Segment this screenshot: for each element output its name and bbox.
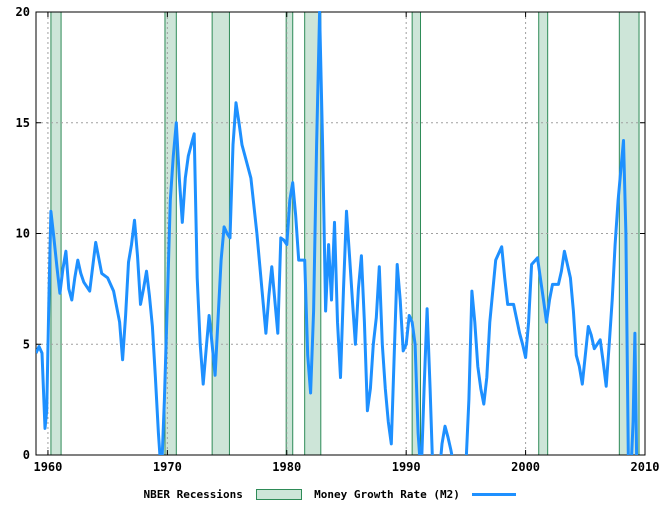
y-tick-label-0: 0 (23, 448, 30, 462)
legend: NBER Recessions Money Growth Rate (M2) (0, 487, 660, 501)
legend-recession-label: NBER Recessions (144, 488, 243, 501)
legend-series-label: Money Growth Rate (M2) (314, 488, 460, 501)
legend-recession-swatch (256, 489, 302, 500)
axis-ticks: 1960 1970 1980 1990 2000 2010 0 5 10 15 20 (16, 5, 660, 474)
x-tick-label-1970: 1970 (153, 460, 182, 474)
x-tick-label-1960: 1960 (33, 460, 62, 474)
y-tick-label-5: 5 (23, 337, 30, 351)
legend-series-swatch (472, 493, 516, 496)
y-tick-label-15: 15 (16, 116, 30, 130)
x-tick-label-1980: 1980 (272, 460, 301, 474)
x-tick-label-1990: 1990 (392, 460, 421, 474)
x-tick-label-2010: 2010 (631, 460, 660, 474)
y-tick-label-20: 20 (16, 5, 30, 19)
x-tick-label-2000: 2000 (511, 460, 540, 474)
y-tick-label-10: 10 (16, 227, 30, 241)
grid-lines (36, 12, 645, 455)
